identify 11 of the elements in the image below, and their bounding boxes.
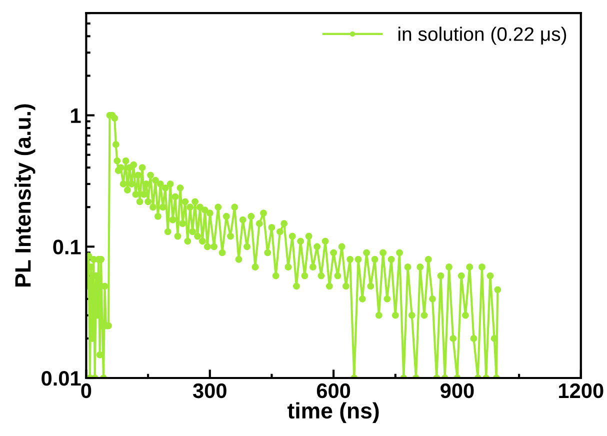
x-tick-label: 0 <box>81 383 92 398</box>
x-tick-label: 600 <box>316 383 350 398</box>
x-axis-title: time (ns) <box>288 402 379 424</box>
x-tick-label: 1200 <box>559 383 604 398</box>
y-tick-label: 1 <box>71 108 81 123</box>
y-tick-label: 0.01 <box>42 371 81 386</box>
x-tick-label: 300 <box>192 383 226 398</box>
x-tick-label: 900 <box>440 383 474 398</box>
legend-label: in solution (0.22 μs) <box>398 26 566 45</box>
y-axis-title: PL Intensity (a.u.) <box>14 104 36 286</box>
y-tick-label: 0.1 <box>53 240 81 254</box>
